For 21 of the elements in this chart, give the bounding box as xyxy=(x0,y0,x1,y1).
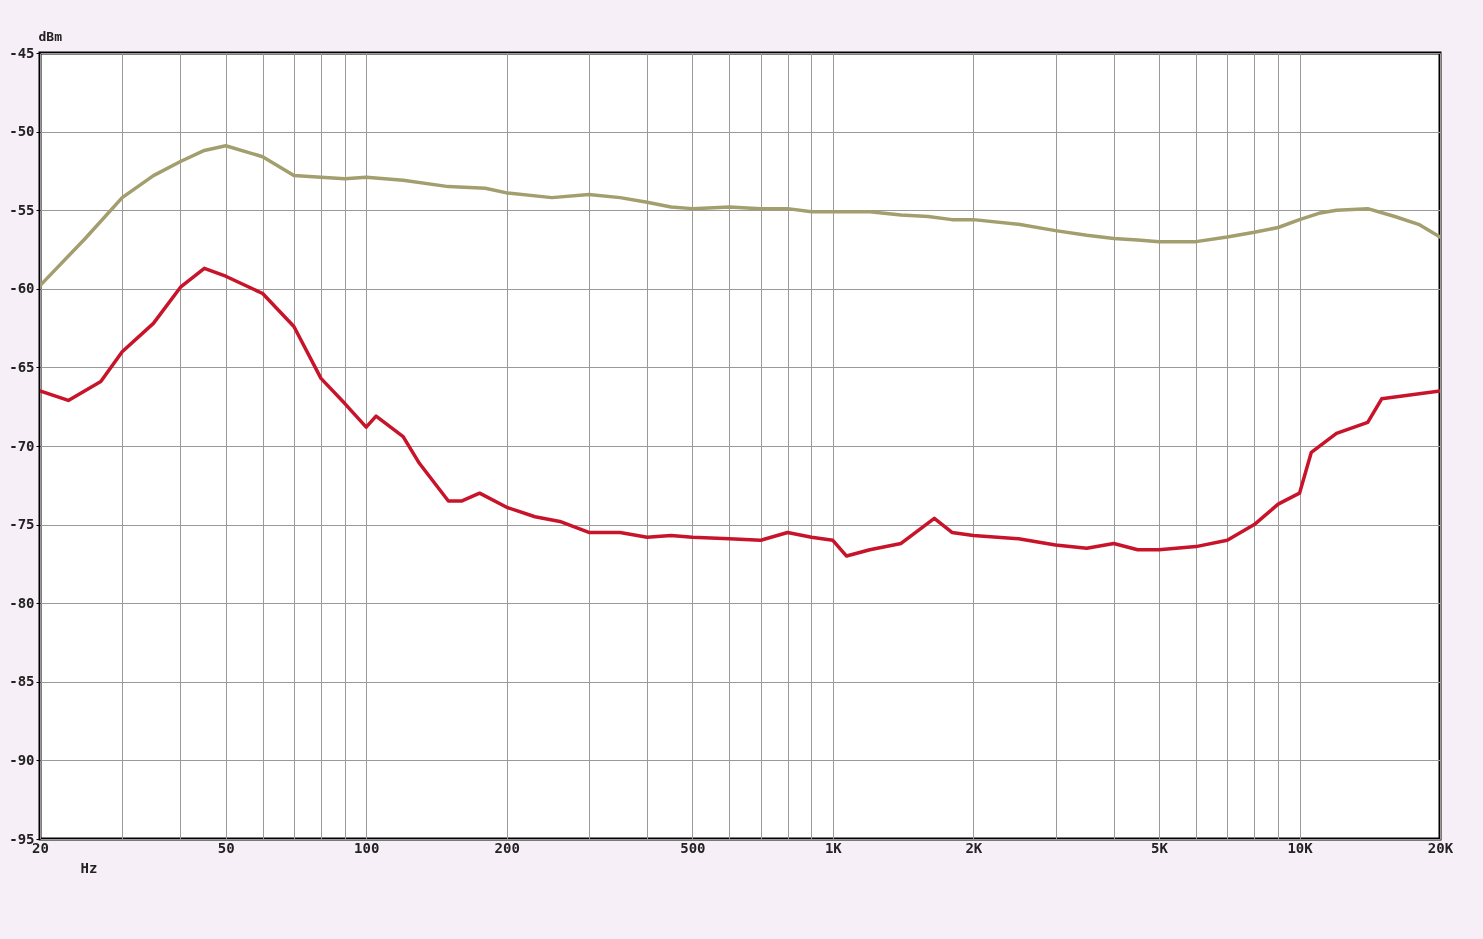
y-tick-label: -75 xyxy=(9,516,35,533)
x-tick-label: 10K xyxy=(1287,839,1314,856)
x-tick-label: 2K xyxy=(965,839,983,856)
y-axis-title: dBm xyxy=(38,28,63,44)
x-tick-label: 20K xyxy=(1427,839,1454,856)
x-tick-label: 100 xyxy=(354,839,380,856)
x-axis-title: Hz xyxy=(80,859,98,876)
x-tick-label: 50 xyxy=(217,839,235,856)
y-tick-label: -65 xyxy=(9,358,35,375)
x-tick-label: 500 xyxy=(680,839,706,856)
y-tick-label: -70 xyxy=(9,437,35,454)
x-tick-label: 1K xyxy=(824,839,843,856)
y-tick-label: -90 xyxy=(9,751,35,768)
y-tick-label: -80 xyxy=(9,594,35,611)
y-tick-label: -50 xyxy=(9,123,35,140)
y-tick-label: -55 xyxy=(9,201,35,218)
y-tick-label: -85 xyxy=(9,673,35,690)
x-tick-label: 200 xyxy=(494,839,520,856)
y-tick-label: -60 xyxy=(9,280,35,297)
x-tick-label: 5K xyxy=(1151,839,1169,856)
y-tick-label: -45 xyxy=(9,44,35,61)
